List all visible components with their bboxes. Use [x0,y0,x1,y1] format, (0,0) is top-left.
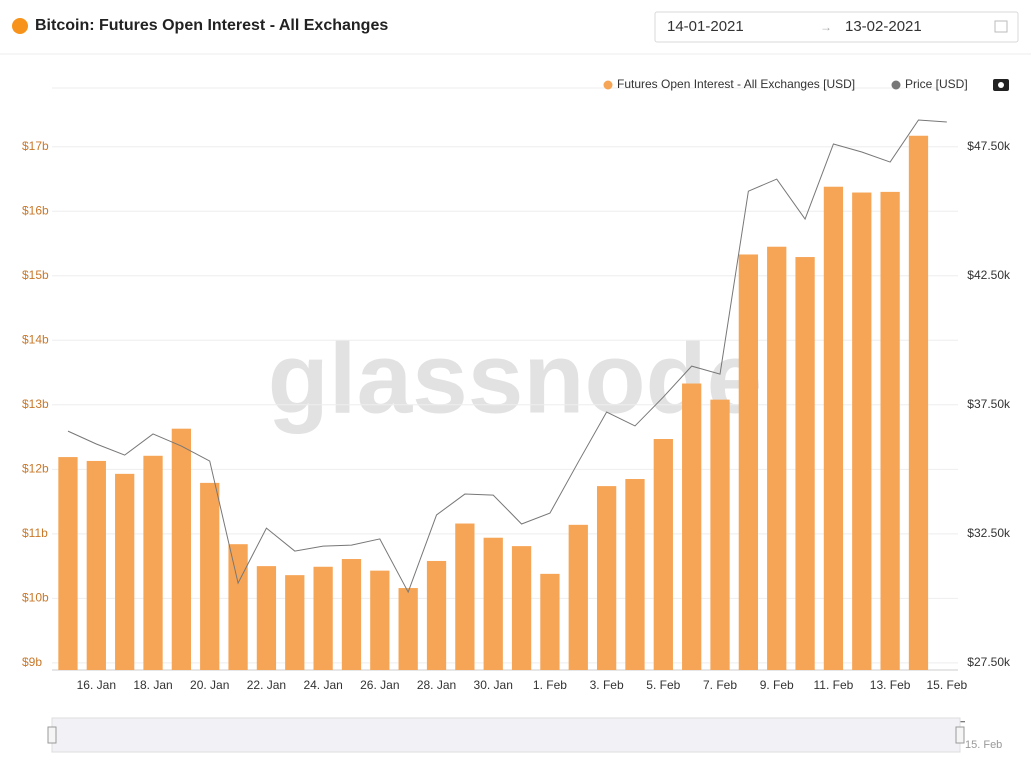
date-range-picker[interactable] [654,11,1019,43]
bar [341,559,362,670]
bar [880,191,900,670]
y-tick-label: $10b [22,591,49,605]
bar [625,479,645,670]
x-tick-label: 15. Feb [926,678,967,692]
bar [767,246,787,670]
y-tick-label: $14b [22,332,49,346]
y2-tick-label: $42.50k [967,268,1011,282]
bar [511,546,532,670]
x-tick-label: 5. Feb [646,678,680,692]
legend-label[interactable]: Futures Open Interest - All Exchanges [U… [617,77,855,91]
x-tick-label: 11. Feb [814,678,854,692]
bar [426,560,447,670]
date-to[interactable]: 13-02-2021 [845,18,922,35]
bar [143,455,163,670]
date-from[interactable]: 14-01-2021 [667,18,744,35]
range-arrow: → [820,20,832,34]
bar [568,524,588,670]
x-tick-label: 1. Feb [533,678,567,692]
price-line [67,119,947,594]
y-tick-label: $13b [22,397,49,411]
bar [710,399,730,670]
navigator-handle[interactable] [955,726,965,744]
y2-tick-label: $27.50k [967,655,1011,669]
legend-marker [603,80,613,90]
bar [795,257,815,670]
x-tick-label: 28. Jan [417,678,456,692]
x-tick-label: 18. Jan [133,678,172,692]
y-tick-label: $16b [22,203,49,217]
bar [58,457,78,670]
x-tick-label: 13. Feb [870,678,911,692]
y2-tick-label: $37.50k [967,397,1011,411]
bar [823,186,844,670]
navigator-label: 15. Feb [965,739,1002,751]
bar [200,482,220,670]
x-tick-label: 26. Jan [360,678,399,692]
bar [908,135,929,671]
y-tick-label: $15b [22,268,49,282]
bar [596,486,617,670]
bar [540,573,560,670]
legend-marker [891,80,901,90]
y2-tick-label: $32.50k [967,526,1011,540]
bar [455,523,475,670]
bar [398,588,418,670]
x-tick-label: 22. Jan [247,678,286,692]
y-tick-label: $9b [22,655,42,669]
bar [370,570,390,670]
bar [228,544,248,670]
bitcoin-icon [12,18,28,34]
chart-title: Bitcoin: Futures Open Interest - All Exc… [35,17,388,34]
bar [313,566,333,670]
x-tick-label: 16. Jan [77,678,116,692]
x-tick-label: 3. Feb [590,678,624,692]
calendar-icon[interactable] [994,20,1008,33]
camera-lens [998,82,1004,88]
x-tick-label: 24. Jan [303,678,342,692]
bar [285,575,305,670]
x-tick-label: 30. Jan [474,678,513,692]
bar [738,254,759,670]
x-tick-label: 7. Feb [703,678,737,692]
export-button[interactable] [993,79,1009,91]
bar [483,537,503,670]
y-tick-label: $11b [22,526,48,540]
bar [171,428,192,670]
bar [653,439,673,670]
x-tick-label: 9. Feb [760,678,794,692]
x-tick-label: 20. Jan [190,678,229,692]
bar [256,566,277,670]
bar [682,383,702,670]
legend-label[interactable]: Price [USD] [905,77,968,91]
y2-tick-label: $47.50k [967,139,1011,153]
y-tick-label: $12b [22,462,49,476]
bar [115,473,135,670]
navigator[interactable] [51,717,961,753]
bar [852,192,872,670]
navigator-handle[interactable] [47,726,57,744]
y-tick-label: $17b [22,139,49,153]
bar [86,460,106,670]
